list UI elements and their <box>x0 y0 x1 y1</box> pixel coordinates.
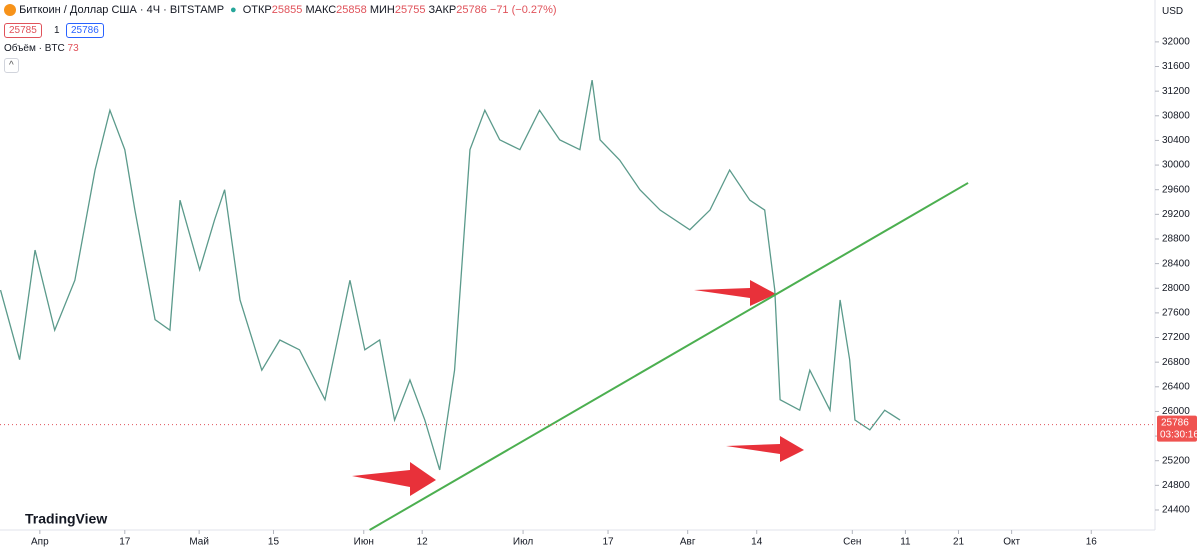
y-tick-label: 26800 <box>1162 357 1190 368</box>
brand: TradingView <box>25 511 107 527</box>
countdown: 03:30:16 <box>1160 429 1199 440</box>
open: 25855 <box>271 4 303 16</box>
volume: 73 <box>67 43 79 54</box>
open-label: ОТКР <box>242 4 272 16</box>
price-tag-label: 25786 <box>1161 417 1189 428</box>
x-tick-label: 16 <box>1086 537 1098 548</box>
y-tick-label: 27200 <box>1162 332 1190 343</box>
currency[interactable]: USD <box>1162 6 1184 17</box>
price-line <box>369 182 969 531</box>
x-tick-label: Июл <box>513 537 533 548</box>
close-label: ЗАКР <box>428 4 457 16</box>
y-tick-label: 26000 <box>1162 406 1190 417</box>
y-tick-label: 25200 <box>1162 455 1190 466</box>
high-label: МАКС <box>305 4 337 16</box>
volume-label: Объём · BTC <box>4 43 65 54</box>
low: 25755 <box>394 4 426 16</box>
collapse-button[interactable]: ^ <box>4 58 19 73</box>
x-tick-label: Апр <box>31 537 49 548</box>
price-line <box>0 79 901 471</box>
y-tick-label: 30400 <box>1162 135 1190 146</box>
y-tick-label: 31600 <box>1162 61 1190 72</box>
x-tick-label: 11 <box>900 537 911 548</box>
high: 25858 <box>336 4 367 16</box>
x-tick-label: 12 <box>417 537 429 548</box>
x-tick-label: Окт <box>1003 537 1020 548</box>
x-tick-label: 17 <box>602 537 614 548</box>
y-tick-label: 30000 <box>1162 160 1190 171</box>
x-tick-label: 14 <box>751 537 763 548</box>
y-tick-label: 26400 <box>1162 381 1190 392</box>
y-tick-label: 28800 <box>1162 234 1190 245</box>
y-tick-label: 29600 <box>1162 184 1190 195</box>
symbol: Биткоин / Доллар США · 4Ч · BITSTAMP <box>19 4 224 16</box>
close: 25786 <box>456 4 487 16</box>
btc-icon <box>4 4 16 17</box>
change: −71 (−0.27%) <box>489 4 557 16</box>
x-tick-label: Май <box>189 537 209 548</box>
low-label: МИН <box>369 4 395 16</box>
y-tick-label: 29200 <box>1162 209 1190 220</box>
y-tick-label: 27600 <box>1162 308 1190 319</box>
y-tick-label: 32000 <box>1162 37 1190 48</box>
x-tick-label: Июн <box>354 537 374 548</box>
symbol-bar: Биткоин / Доллар США · 4Ч · BITSTAMP ● О… <box>4 4 557 17</box>
y-tick-label: 24800 <box>1162 480 1190 491</box>
x-tick-label: 21 <box>953 537 965 548</box>
ask[interactable]: 25786 <box>66 23 104 38</box>
y-tick-label: 28000 <box>1162 283 1190 294</box>
y-tick-label: 28400 <box>1162 258 1190 269</box>
spread: 1 <box>54 25 60 36</box>
y-tick-label: 31200 <box>1162 86 1190 97</box>
x-tick-label: Сен <box>843 537 861 548</box>
volume-legend: Объём · BTC 73 <box>4 43 79 54</box>
bid[interactable]: 25785 <box>4 23 42 38</box>
x-tick-label: 15 <box>268 537 280 548</box>
y-tick-label: 30800 <box>1162 110 1190 121</box>
x-tick-label: Авг <box>680 537 696 548</box>
y-tick-label: 24400 <box>1162 505 1190 516</box>
price-tag <box>1157 415 1197 442</box>
x-tick-label: 17 <box>119 537 131 548</box>
arrows <box>352 280 804 496</box>
